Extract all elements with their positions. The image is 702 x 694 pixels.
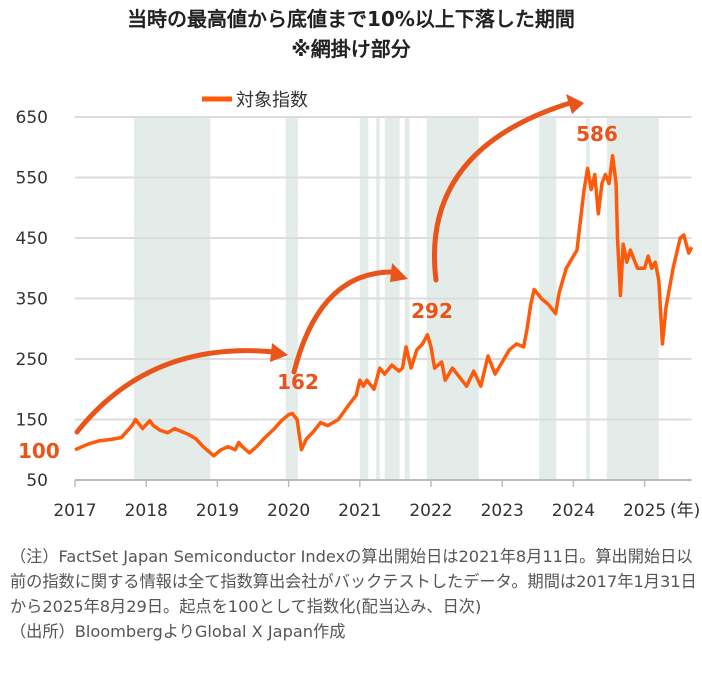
legend-label: 対象指数 (236, 90, 308, 111)
chart-title: 当時の最高値から底値まで10%以上下落した期間 ※網掛け部分 (0, 4, 702, 64)
y-tick-label: 350 (16, 290, 48, 310)
annotation-label: 292 (411, 299, 453, 323)
annotation-label: 100 (18, 439, 60, 463)
annotation-label: 162 (277, 370, 319, 394)
y-tick-label: 250 (16, 350, 48, 370)
y-tick-label: 450 (16, 229, 48, 249)
x-tick-label: 2019 (196, 501, 239, 521)
x-tick-label: 2018 (125, 501, 168, 521)
source-text: （出所）BloombergよりGlobal X Japan作成 (10, 622, 346, 641)
y-tick-label: 650 (16, 108, 48, 128)
x-tick-label: 2024 (552, 501, 595, 521)
line-chart: 50 150 250 350 450 550 650 2017 2018 2019 2020 2021… (16, 90, 701, 521)
x-tick-label: 2017 (53, 501, 96, 521)
x-axis-unit: (年) (670, 501, 700, 521)
title-line2: ※網掛け部分 (291, 37, 411, 61)
legend: 対象指数 (202, 90, 308, 111)
note-text: （注）FactSet Japan Semiconductor Indexの算出開… (10, 547, 697, 616)
x-tick-label: 2023 (481, 501, 524, 521)
series-line-target-index (74, 153, 694, 458)
y-tick-label: 50 (26, 471, 48, 491)
title-line1: 当時の最高値から底値まで10%以上下落した期間 (127, 7, 575, 31)
arrowhead-icon (390, 263, 408, 282)
x-tick-label: 2025 (623, 501, 666, 521)
curved-arrow-icon (74, 348, 278, 435)
x-tick-label: 2020 (267, 501, 310, 521)
x-tick-label: 2022 (409, 501, 452, 521)
arrowhead-icon (566, 94, 584, 114)
curved-arrow-icon (291, 269, 398, 375)
x-tick-label: 2021 (338, 501, 381, 521)
y-tick-label: 150 (16, 411, 48, 431)
y-tick-label: 550 (16, 169, 48, 189)
annotation-label: 586 (576, 122, 618, 146)
arrowhead-icon (270, 343, 288, 362)
curved-arrow-icon (432, 100, 573, 283)
footnotes: （注）FactSet Japan Semiconductor Indexの算出開… (10, 544, 700, 644)
